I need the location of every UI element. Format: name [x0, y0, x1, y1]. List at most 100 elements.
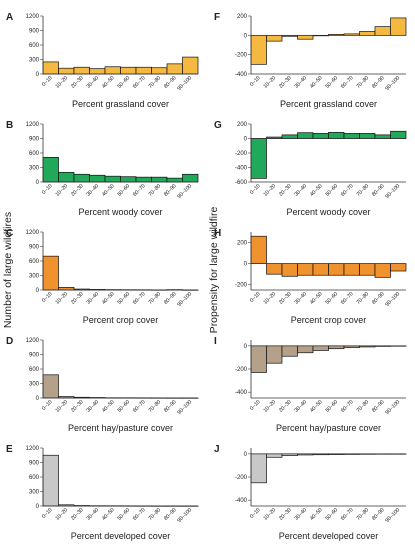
- x-tick-label: 20–30: [278, 75, 293, 90]
- bar-0-10: [250, 34, 267, 65]
- x-tick-label: 0–10: [249, 183, 262, 196]
- x-tick-label: 50–60: [325, 183, 340, 198]
- bar-50-60: [120, 176, 137, 183]
- y-tick-label: 600: [29, 43, 40, 49]
- bar-10-20: [266, 453, 283, 458]
- bar-50-60: [328, 263, 345, 276]
- x-tick-label: 40–50: [309, 507, 324, 522]
- bar-10-20: [266, 263, 283, 275]
- bar-40-50: [104, 175, 121, 183]
- x-tick-label: 30–40: [86, 291, 101, 306]
- bar-60-70: [343, 263, 360, 276]
- x-tick-label: 0–10: [41, 183, 54, 196]
- bar-40-50: [312, 345, 329, 351]
- bar-0-10: [42, 255, 59, 291]
- bar-0-10: [250, 138, 267, 179]
- x-tick-label: 10–20: [263, 183, 278, 198]
- x-axis-title: Percent woody cover: [286, 207, 370, 217]
- bar-70-80: [359, 133, 376, 139]
- panel-letter: F: [214, 12, 220, 23]
- bar-70-80: [151, 67, 168, 75]
- x-tick-label: 40–50: [309, 399, 324, 414]
- bar-20-30: [281, 134, 298, 139]
- panel-E: E 0 300 600 900 1200 0–10 10–20 20–30 30–40 40–50 5…: [6, 444, 199, 541]
- x-tick-label: 50–60: [325, 75, 340, 90]
- x-tick-label: 30–40: [86, 75, 101, 90]
- x-tick-label: 90–100: [176, 399, 193, 416]
- y-tick-label: 0: [244, 137, 248, 143]
- panel-letter: A: [6, 12, 13, 23]
- y-tick-label: 0: [244, 33, 248, 39]
- x-axis-title: Percent woody cover: [78, 207, 162, 217]
- y-tick-label: 1200: [26, 446, 40, 452]
- y-tick-label: -400: [235, 390, 248, 396]
- x-tick-label: 40–50: [309, 183, 324, 198]
- x-tick-label: 0–10: [249, 507, 262, 520]
- panel-A: A 0 300 600 900 1200 0–10 10–20 20–30 30–40 40–50 5…: [6, 12, 199, 109]
- x-tick-label: 10–20: [55, 399, 70, 414]
- bar-10-20: [266, 34, 283, 42]
- x-tick-label: 30–40: [86, 183, 101, 198]
- bar-70-80: [359, 31, 376, 36]
- bar-70-80: [359, 263, 376, 276]
- panel-B: B 0 300 600 900 1200 0–10 10–20 20–30 30–40 40–50 5…: [6, 120, 199, 217]
- y-tick-label: 1200: [26, 122, 40, 128]
- x-axis-title: Percent developed cover: [279, 531, 379, 541]
- y-tick-label: 0: [244, 262, 248, 268]
- x-tick-label: 10–20: [263, 399, 278, 414]
- right-y-axis-label: Propensity for large wildfire: [208, 207, 220, 334]
- y-tick-label: 0: [36, 72, 40, 78]
- bar-40-50: [104, 66, 121, 75]
- x-tick-label: 60–70: [132, 399, 147, 414]
- y-tick-label: 1200: [26, 230, 40, 236]
- x-tick-label: 40–50: [101, 399, 116, 414]
- x-tick-label: 10–20: [263, 75, 278, 90]
- x-tick-label: 20–30: [278, 183, 293, 198]
- panel-letter: C: [6, 228, 13, 239]
- bar-90-100: [390, 17, 407, 36]
- bar-90-100: [182, 56, 199, 75]
- y-tick-label: 200: [237, 122, 248, 128]
- x-tick-label: 20–30: [278, 399, 293, 414]
- x-tick-label: 10–20: [55, 75, 70, 90]
- x-tick-label: 40–50: [309, 75, 324, 90]
- x-tick-label: 20–30: [70, 291, 85, 306]
- panel-G: G -600 -400 -200 0 200 0–10 10–20 20–30 30–40 40–5…: [214, 120, 407, 217]
- y-tick-label: -200: [235, 151, 248, 157]
- x-tick-label: 90–100: [176, 507, 193, 524]
- bar-40-50: [312, 263, 329, 276]
- x-tick-label: 20–30: [70, 75, 85, 90]
- x-tick-label: 60–70: [340, 183, 355, 198]
- x-tick-label: 70–80: [148, 291, 163, 306]
- x-tick-label: 90–100: [176, 75, 193, 92]
- y-tick-label: 300: [29, 490, 40, 496]
- x-tick-label: 20–30: [70, 507, 85, 522]
- bar-30-40: [297, 34, 314, 40]
- x-tick-label: 50–60: [117, 399, 132, 414]
- y-tick-label: -600: [235, 180, 248, 186]
- y-tick-label: -400: [235, 166, 248, 172]
- y-tick-label: 300: [29, 382, 40, 388]
- y-tick-label: 600: [29, 367, 40, 373]
- x-tick-label: 60–70: [132, 507, 147, 522]
- x-tick-label: 0–10: [249, 399, 262, 412]
- bar-10-20: [266, 345, 283, 364]
- y-tick-label: 0: [244, 452, 248, 458]
- y-tick-label: -200: [235, 283, 248, 289]
- y-tick-label: 900: [29, 353, 40, 359]
- bar-0-10: [42, 374, 59, 399]
- bar-0-10: [42, 454, 59, 507]
- x-tick-label: 60–70: [132, 183, 147, 198]
- y-tick-label: 900: [29, 461, 40, 467]
- x-tick-label: 50–60: [325, 507, 340, 522]
- x-tick-label: 50–60: [117, 75, 132, 90]
- x-tick-label: 70–80: [356, 75, 371, 90]
- x-tick-label: 70–80: [148, 399, 163, 414]
- x-tick-label: 30–40: [86, 399, 101, 414]
- panel-F: F -400 -200 0 200 0–10 10–20 20–30 30–40 40–50 50–…: [214, 12, 407, 109]
- panel-letter: H: [214, 228, 221, 239]
- bar-80-90: [374, 134, 391, 139]
- x-axis-title: Percent grassland cover: [72, 99, 169, 109]
- panel-C: C 0 300 600 900 1200 0–10 10–20 20–30 30–40 40–50 5…: [6, 228, 199, 325]
